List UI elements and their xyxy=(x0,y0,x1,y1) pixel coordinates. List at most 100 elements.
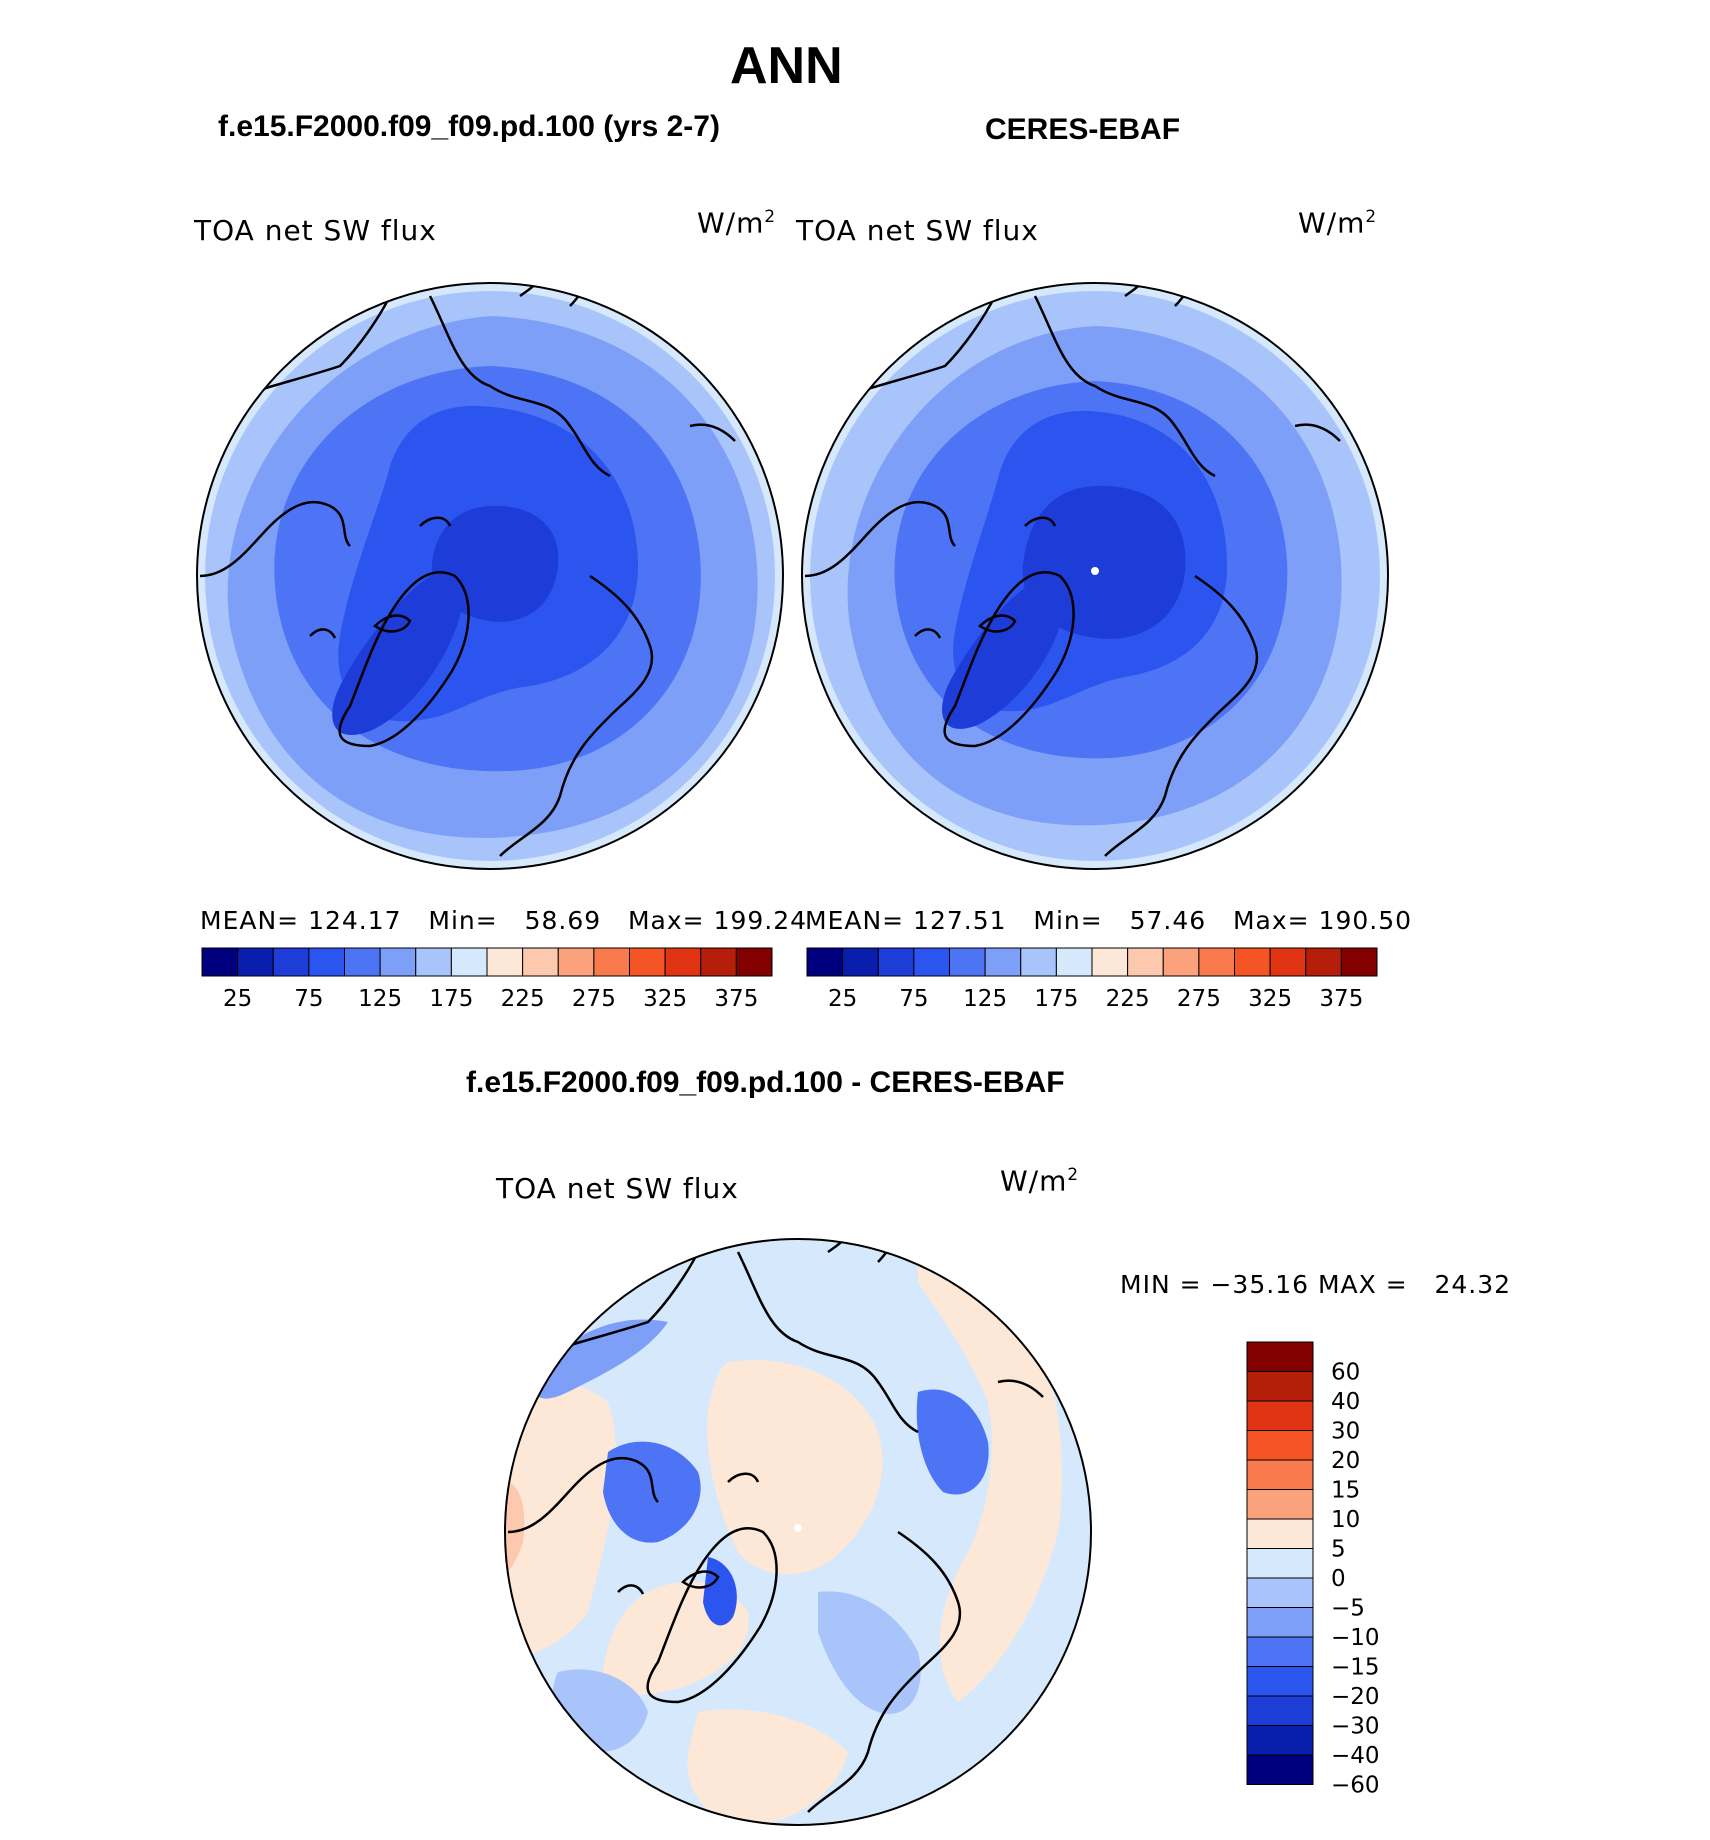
right-polar-map xyxy=(801,282,1389,870)
diff-band-pos-pole xyxy=(707,1360,883,1575)
diff-band-neg-ring xyxy=(528,1319,668,1399)
left-stats: MEAN= 124.17 Min= 58.69 Max= 199.24 xyxy=(200,906,808,935)
right-colorbar: 25 75 125 175 225 275 325 375 xyxy=(806,947,1378,1012)
colorbar-tick-label: −15 xyxy=(1331,1655,1380,1681)
colorbar-tick-label: 0 xyxy=(1331,1566,1346,1592)
colorbar-swatch xyxy=(1162,947,1200,977)
colorbar-tick-label: 175 xyxy=(1034,986,1078,1012)
diff-band-pos-east xyxy=(918,1242,1062,1702)
left-field-label: TOA net SW flux xyxy=(194,214,437,247)
colorbar-tick-label: 60 xyxy=(1331,1360,1360,1386)
diff-field-label: TOA net SW flux xyxy=(496,1172,739,1205)
colorbar-swatch xyxy=(1127,947,1164,977)
coastlines xyxy=(804,283,1341,857)
colorbar-swatch xyxy=(735,947,773,977)
colorbar-swatch xyxy=(913,947,950,977)
colorbar-swatch xyxy=(806,947,844,977)
colorbar-swatch xyxy=(1055,947,1093,977)
left-units-label: W/m2 xyxy=(697,206,777,240)
colorbar-tick-label: 225 xyxy=(501,986,545,1012)
coastlines xyxy=(507,1239,1044,1813)
colorbar-swatch xyxy=(1246,1695,1314,1726)
colorbar-tick-label: −40 xyxy=(1331,1743,1380,1769)
colorbar-swatch xyxy=(1246,1577,1314,1608)
right-panel-title: CERES-EBAF xyxy=(985,113,1181,146)
colorbar-tick-label: −30 xyxy=(1331,1714,1380,1740)
left-polar-map xyxy=(196,282,784,870)
colorbar-swatch xyxy=(201,947,239,977)
right-stats: MEAN= 127.51 Min= 57.46 Max= 190.50 xyxy=(805,906,1413,935)
colorbar-tick-label: 275 xyxy=(1177,986,1221,1012)
colorbar-tick-label: 175 xyxy=(429,986,473,1012)
colorbar-swatch xyxy=(629,947,666,977)
colorbar-tick-label: 325 xyxy=(643,986,687,1012)
colorbar-tick-label: 15 xyxy=(1331,1478,1360,1504)
diff-band-neg-atl xyxy=(703,1557,737,1626)
diff-minmax: MIN = −35.16 MAX = 24.32 xyxy=(1120,1270,1512,1299)
diff-band-neg-arch xyxy=(603,1441,701,1543)
colorbar-swatch xyxy=(700,947,737,977)
colorbar-tick-label: −60 xyxy=(1331,1773,1380,1799)
colorbar-tick-label: −20 xyxy=(1331,1684,1380,1710)
colorbar-swatch xyxy=(450,947,488,977)
colorbar-swatch xyxy=(1269,947,1307,977)
colorbar-tick-label: 125 xyxy=(963,986,1007,1012)
left-panel-title: f.e15.F2000.f09_f09.pd.100 (yrs 2-7) xyxy=(218,110,720,143)
diff-band-pos-west xyxy=(505,1369,617,1656)
colorbar-swatch xyxy=(593,947,630,977)
colorbar-swatch xyxy=(486,947,524,977)
colorbar-swatch xyxy=(1246,1518,1314,1549)
colorbar-swatch xyxy=(1234,947,1271,977)
colorbar-tick-label: 125 xyxy=(358,986,402,1012)
diff-band-neg-mid xyxy=(818,1591,921,1714)
contour-band-75 xyxy=(431,505,559,622)
page-title: ANN xyxy=(730,37,843,95)
diff-band-pos-south xyxy=(687,1709,848,1825)
colorbar-swatch xyxy=(1246,1607,1314,1638)
map-boundary xyxy=(504,1238,1092,1826)
colorbar-swatch xyxy=(1340,947,1378,977)
diff-colorbar: 60 40 30 20 15 10 5 0 −5 −10 −15 −20 −30 −40 −60 xyxy=(1246,1341,1380,1799)
colorbar-tick-label: 25 xyxy=(223,986,252,1012)
colorbar-tick-label: 10 xyxy=(1331,1507,1360,1533)
colorbar-swatch xyxy=(984,947,1022,977)
colorbar-swatch xyxy=(1246,1666,1314,1697)
diff-band-pos-west2 xyxy=(505,1481,525,1577)
diff-panel-title: f.e15.F2000.f09_f09.pd.100 - CERES-EBAF xyxy=(466,1066,1065,1099)
colorbar-swatch xyxy=(1246,1636,1314,1667)
colorbar-tick-label: 375 xyxy=(1319,986,1363,1012)
colorbar-swatch xyxy=(1246,1400,1314,1431)
colorbar-swatch xyxy=(1246,1459,1314,1490)
colorbar-swatch xyxy=(415,947,452,977)
colorbar-tick-label: 5 xyxy=(1331,1537,1346,1563)
colorbar-swatch xyxy=(308,947,345,977)
diff-units-label: W/m2 xyxy=(1000,1164,1080,1198)
pole-point xyxy=(794,1524,802,1532)
left-colorbar: 25 75 125 175 225 275 325 375 xyxy=(201,947,773,1012)
colorbar-swatch xyxy=(1246,1548,1314,1579)
colorbar-swatch xyxy=(522,947,559,977)
map-boundary xyxy=(196,282,784,870)
colorbar-swatch xyxy=(949,947,986,977)
colorbar-swatch xyxy=(1246,1341,1314,1372)
colorbar-tick-label: 20 xyxy=(1331,1448,1360,1474)
colorbar-swatch xyxy=(1198,947,1235,977)
colorbar-tick-label: 75 xyxy=(899,986,928,1012)
colorbar-tick-label: 40 xyxy=(1331,1389,1360,1415)
diff-band-neg-east xyxy=(916,1389,989,1495)
colorbar-swatch xyxy=(1246,1371,1314,1402)
colorbar-swatch xyxy=(1246,1725,1314,1756)
coastlines xyxy=(199,283,736,857)
greenland-band xyxy=(942,578,1064,729)
right-field-label: TOA net SW flux xyxy=(796,214,1039,247)
colorbar-swatch xyxy=(877,947,915,977)
colorbar-swatch xyxy=(1305,947,1342,977)
pole-point xyxy=(1091,567,1099,575)
colorbar-tick-label: 75 xyxy=(294,986,323,1012)
colorbar-tick-label: −5 xyxy=(1331,1596,1365,1622)
colorbar-swatch xyxy=(1246,1754,1314,1785)
colorbar-swatch xyxy=(664,947,702,977)
colorbar-tick-label: 275 xyxy=(572,986,616,1012)
colorbar-swatch xyxy=(842,947,879,977)
colorbar-tick-label: 375 xyxy=(714,986,758,1012)
